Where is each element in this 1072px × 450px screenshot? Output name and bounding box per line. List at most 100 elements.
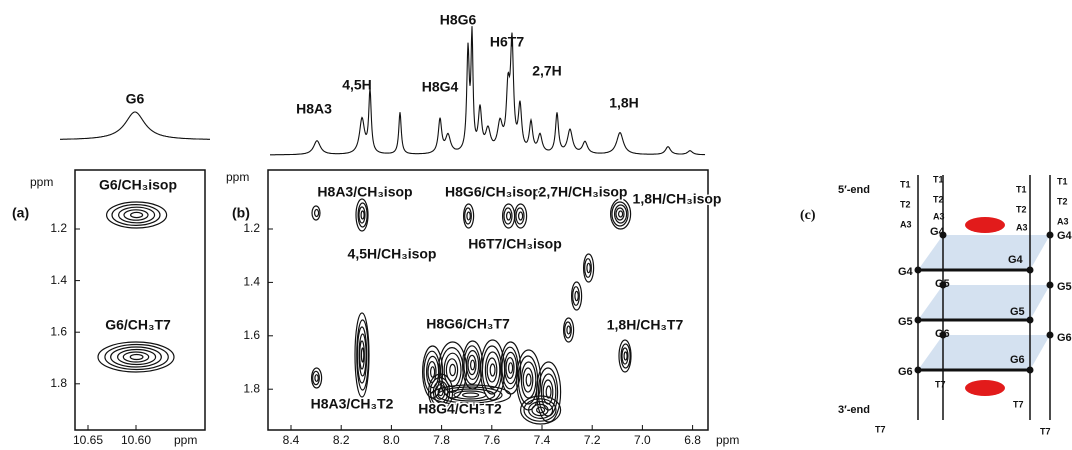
x-tick-label: 7.8: [433, 433, 450, 447]
contour: [562, 317, 575, 343]
contour: [354, 312, 370, 398]
contour: [508, 362, 514, 374]
nucleotide-label: G5: [1057, 281, 1072, 293]
panel-b-frame: [267, 169, 709, 431]
peak-label: H8G4: [422, 79, 459, 95]
contour: [437, 387, 444, 397]
contour: [446, 388, 496, 402]
contour: [110, 346, 162, 368]
axis-unit: ppm: [716, 433, 739, 447]
contour: [355, 198, 369, 232]
contour: [520, 361, 537, 399]
contour: [613, 204, 628, 224]
strand-end: 5′-end: [838, 184, 870, 196]
contour: [358, 206, 366, 224]
cross-peak-label: 1,8H/CH₃T7: [607, 317, 684, 333]
contour: [611, 201, 629, 227]
cross-peak-label: 4,5H/CH₃isop: [348, 246, 437, 262]
contour: [314, 374, 319, 382]
peak-label: H8G6: [440, 12, 477, 28]
quadruplex-diagram: [914, 175, 1054, 420]
x-tick-label: 8.2: [333, 433, 350, 447]
contour: [129, 353, 144, 361]
contour: [519, 395, 562, 425]
axis-unit: ppm: [226, 170, 249, 184]
contour: [428, 373, 454, 411]
cross-peak-label: G6/CH₃isop: [99, 177, 177, 193]
y-tick-label: 1.2: [50, 221, 67, 235]
contour: [572, 286, 580, 306]
contour: [357, 202, 368, 228]
x-tick-label: 6.8: [684, 433, 701, 447]
contours: [97, 198, 632, 425]
nucleotide-label: T7: [1013, 399, 1024, 409]
x-tick-label: 8.4: [283, 433, 300, 447]
y-tick-label: 1.4: [243, 275, 260, 289]
contour: [106, 201, 168, 229]
contour: [515, 207, 525, 225]
spectrum-a: [60, 111, 210, 140]
nucleotide-label: T2: [1016, 204, 1027, 214]
cross-peak-label: G6/CH₃T7: [105, 317, 171, 333]
nucleotide-label: G6: [898, 366, 913, 378]
contour: [545, 385, 552, 399]
panel-label: (c): [800, 208, 816, 223]
x-tick-label: 10.60: [121, 433, 151, 447]
contour: [513, 203, 528, 229]
contour: [449, 363, 457, 377]
nucleotide-label: G5: [898, 316, 913, 328]
cross-peak-label: H8A3/CH₃T2: [311, 396, 394, 412]
contour: [523, 398, 557, 422]
contour: [503, 207, 513, 225]
nucleotide-label: G4: [898, 266, 914, 278]
contour: [464, 207, 472, 225]
x-tick-label: 7.0: [634, 433, 651, 447]
cross-peak-label: H8A3/CH₃isop: [317, 184, 412, 200]
contour: [434, 384, 446, 400]
x-tick-label: 10.65: [73, 433, 103, 447]
contour: [535, 406, 546, 414]
contour: [429, 377, 451, 408]
strand-end: 3′-end: [838, 404, 870, 416]
nucleotide-label: T1: [933, 174, 944, 184]
contour: [586, 262, 591, 274]
contour: [463, 345, 481, 385]
contour: [463, 203, 475, 229]
contour: [314, 208, 320, 218]
contour: [360, 347, 365, 363]
contour: [432, 380, 449, 404]
nucleotide-label: T7: [1040, 426, 1051, 436]
contour: [427, 361, 437, 384]
contour: [618, 339, 632, 373]
nucleotide-label: G6: [1057, 332, 1072, 344]
nucleotide-label: A3: [1057, 216, 1069, 226]
contour: [122, 351, 150, 363]
contour: [486, 357, 498, 383]
contour: [584, 258, 592, 278]
contour: [527, 401, 554, 420]
y-tick-label: 1.2: [243, 221, 260, 235]
contour: [582, 253, 595, 283]
axis-unit: ppm: [30, 175, 53, 189]
x-tick-label: 7.4: [534, 433, 551, 447]
contour: [111, 204, 161, 227]
nucleotide-label: G5: [1010, 306, 1025, 318]
contour: [570, 281, 583, 311]
contour: [117, 348, 157, 366]
nucleotide-label: T1: [1057, 176, 1068, 186]
contour: [615, 207, 625, 221]
nucleotide-label: G4: [1008, 254, 1024, 266]
contour: [360, 210, 365, 220]
cross-peak-label: 1,8H/CH₃isop: [633, 191, 722, 207]
contour: [312, 370, 320, 386]
nucleotide-label: T2: [900, 199, 911, 209]
y-tick-label: 1.6: [243, 328, 260, 342]
panel-label: (b): [232, 205, 250, 221]
panel-a-frame: [74, 169, 206, 431]
x-tick-label: 8.0: [383, 433, 400, 447]
contour: [522, 367, 534, 393]
nucleotide-label: T1: [900, 179, 911, 189]
spectrum-b: [270, 26, 706, 156]
nucleotide-label: G4: [930, 226, 946, 238]
y-tick-label: 1.8: [50, 376, 67, 390]
